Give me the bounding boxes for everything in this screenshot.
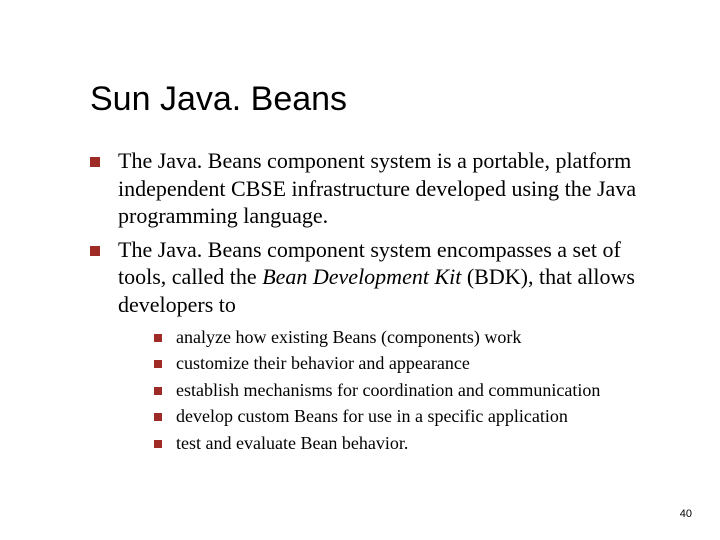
list-item: develop custom Beans for use in a specif… xyxy=(154,405,660,428)
square-bullet-icon xyxy=(90,246,100,256)
list-item: The Java. Beans component system is a po… xyxy=(90,147,660,230)
page-number: 40 xyxy=(680,508,692,520)
sub-bullet-text: customize their behavior and appearance xyxy=(176,352,470,375)
square-bullet-icon xyxy=(154,413,162,421)
sub-bullet-text: test and evaluate Bean behavior. xyxy=(176,432,408,455)
square-bullet-icon xyxy=(90,157,100,167)
main-bullet-list: The Java. Beans component system is a po… xyxy=(90,147,660,318)
slide-title: Sun Java. Beans xyxy=(90,80,660,119)
list-item: customize their behavior and appearance xyxy=(154,352,660,375)
square-bullet-icon xyxy=(154,440,162,448)
sub-bullet-text: analyze how existing Beans (components) … xyxy=(176,326,521,349)
sub-bullet-text: develop custom Beans for use in a specif… xyxy=(176,405,568,428)
sub-bullet-list: analyze how existing Beans (components) … xyxy=(154,326,660,455)
list-item: establish mechanisms for coordination an… xyxy=(154,379,660,402)
sub-bullet-text: establish mechanisms for coordination an… xyxy=(176,379,600,402)
bullet-text-italic: Bean Development Kit xyxy=(262,264,461,289)
list-item: analyze how existing Beans (components) … xyxy=(154,326,660,349)
square-bullet-icon xyxy=(154,387,162,395)
list-item: test and evaluate Bean behavior. xyxy=(154,432,660,455)
bullet-text: The Java. Beans component system is a po… xyxy=(118,147,660,230)
square-bullet-icon xyxy=(154,334,162,342)
list-item: The Java. Beans component system encompa… xyxy=(90,236,660,319)
bullet-text: The Java. Beans component system encompa… xyxy=(118,236,660,319)
square-bullet-icon xyxy=(154,360,162,368)
slide: Sun Java. Beans The Java. Beans componen… xyxy=(0,0,720,540)
